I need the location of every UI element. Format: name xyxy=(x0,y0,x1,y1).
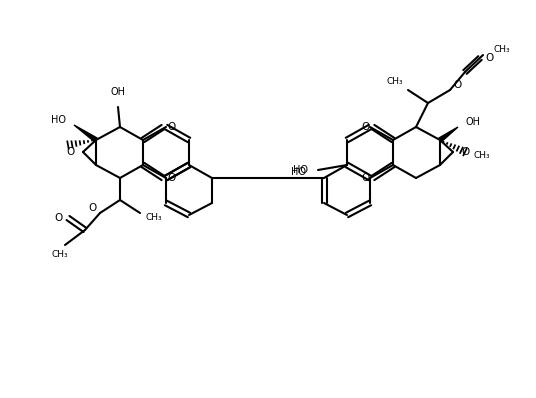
Text: O: O xyxy=(55,213,63,223)
Text: CH₃: CH₃ xyxy=(473,150,489,160)
Text: O: O xyxy=(167,122,175,132)
Text: O: O xyxy=(167,173,175,183)
Text: HO: HO xyxy=(51,115,66,125)
Text: O: O xyxy=(361,173,369,183)
Text: O: O xyxy=(67,147,75,157)
Text: OH: OH xyxy=(110,87,125,97)
Text: HO: HO xyxy=(291,167,306,177)
Polygon shape xyxy=(438,127,458,142)
Text: OH: OH xyxy=(466,117,481,127)
Polygon shape xyxy=(74,125,97,142)
Text: CH₃: CH₃ xyxy=(493,45,510,55)
Text: CH₃: CH₃ xyxy=(145,213,162,222)
Text: O: O xyxy=(453,80,461,90)
Text: O: O xyxy=(461,147,469,157)
Text: HO: HO xyxy=(293,165,308,175)
Text: O: O xyxy=(89,203,97,213)
Text: CH₃: CH₃ xyxy=(386,78,403,86)
Text: O: O xyxy=(361,122,369,132)
Text: O: O xyxy=(485,53,493,63)
Text: CH₃: CH₃ xyxy=(51,250,68,259)
